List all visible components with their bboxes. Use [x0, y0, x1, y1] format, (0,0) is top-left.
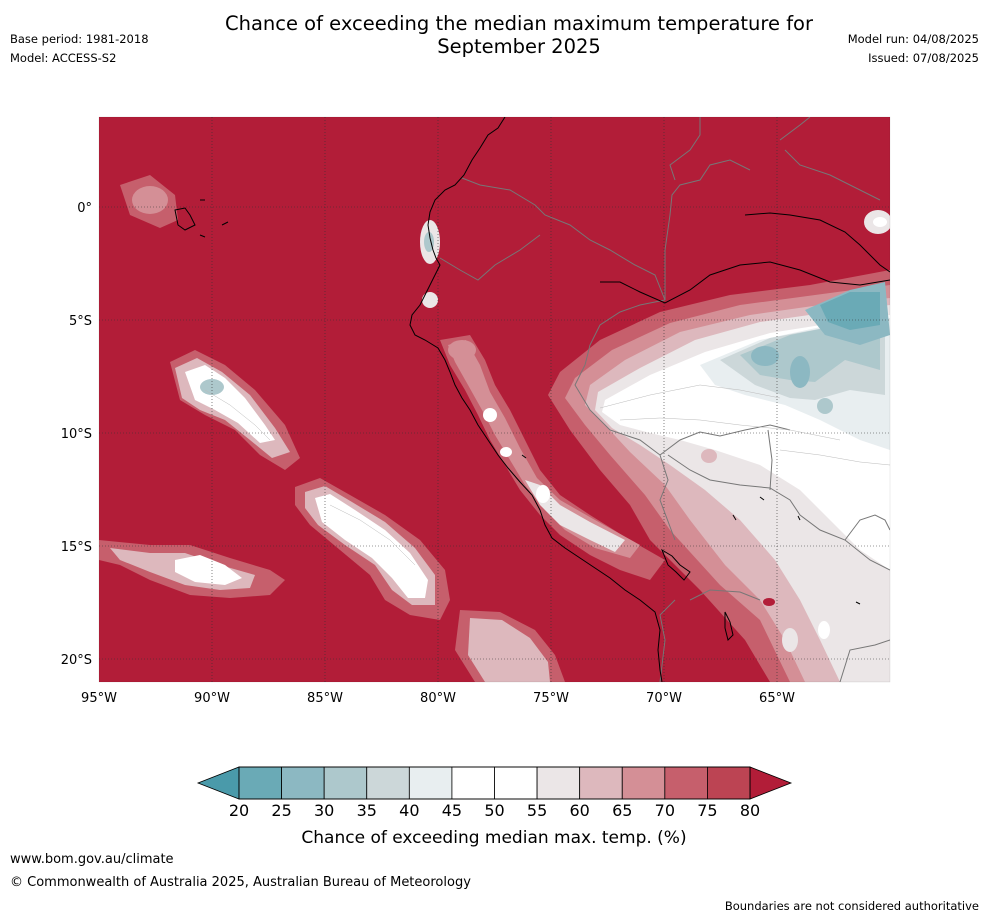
- longitude-tick-label: 70°W: [646, 691, 682, 706]
- colorbar: 20 25 30 35 40 45 50 55 60 65 70 75 80 Chance of exc…: [196, 766, 793, 848]
- colorbar-bin: [238, 766, 282, 800]
- colorbar-tick-label: 55: [527, 801, 547, 820]
- colorbar-bin: [579, 766, 623, 800]
- latitude-tick-label: 0°: [77, 201, 92, 216]
- longitude-tick-label: 95°W: [81, 691, 117, 706]
- colorbar-tick-label: 45: [442, 801, 462, 820]
- colorbar-tick-label: 35: [357, 801, 377, 820]
- longitude-tick-label: 90°W: [194, 691, 230, 706]
- colorbar-outline: [238, 766, 751, 800]
- colorbar-bin: [366, 766, 410, 800]
- longitude-tick-label: 80°W: [420, 691, 456, 706]
- colorbar-bin: [494, 766, 538, 800]
- colorbar-tick-label: 20: [229, 801, 249, 820]
- colorbar-extend-above: [749, 766, 793, 800]
- colorbar-tick-label: 80: [740, 801, 760, 820]
- contour-lines: [204, 384, 890, 566]
- model-text: Model: ACCESS-S2: [10, 51, 117, 65]
- latitude-tick-label: 10°S: [61, 427, 92, 442]
- longitude-labels: 95°W 90°W 85°W 80°W 75°W 70°W 65°W: [81, 691, 795, 706]
- base-period-text: Base period: 1981-2018: [10, 32, 149, 46]
- country-boundaries: [439, 117, 890, 682]
- issued-text: Issued: 07/08/2025: [868, 51, 979, 65]
- colorbar-tick-label: 75: [697, 801, 717, 820]
- longitude-tick-label: 75°W: [533, 691, 569, 706]
- colorbar-tick-label: 50: [484, 801, 504, 820]
- map-area: [99, 117, 890, 682]
- colorbar-bin: [536, 766, 581, 800]
- footer-disclaimer: Boundaries are not considered authoritat…: [724, 899, 979, 913]
- colorbar-tick-label: 70: [655, 801, 675, 820]
- latitude-tick-label: 15°S: [61, 540, 92, 555]
- colorbar-bin: [281, 766, 325, 800]
- model-run-text: Model run: 04/08/2025: [847, 32, 979, 46]
- latitude-labels: 0° 5°S 10°S 15°S 20°S: [61, 201, 92, 668]
- colorbar-bin: [451, 766, 495, 800]
- colorbar-tick-label: 30: [314, 801, 334, 820]
- colorbar-extend-below: [196, 766, 240, 800]
- coastal-anomaly-strip: [420, 220, 665, 580]
- colorbar-bin: [323, 766, 368, 800]
- title-line-2: September 2025: [437, 35, 601, 58]
- colorbar-bin: [707, 766, 751, 800]
- colorbar-bin: [664, 766, 708, 800]
- colorbar-bins: [238, 766, 751, 800]
- latitude-tick-label: 5°S: [69, 314, 92, 329]
- map-frame: [98, 116, 891, 683]
- page-title: Chance of exceeding the median maximum t…: [169, 12, 869, 58]
- colorbar-tick-label: 40: [399, 801, 419, 820]
- longitude-tick-label: 85°W: [307, 691, 343, 706]
- latitude-tick-label: 20°S: [61, 653, 92, 668]
- graticule: [99, 117, 890, 682]
- longitude-tick-label: 65°W: [759, 691, 795, 706]
- eastern-anomaly-field: [548, 210, 890, 682]
- colorbar-label: Chance of exceeding median max. temp. (%…: [301, 828, 686, 848]
- title-line-1: Chance of exceeding the median maximum t…: [224, 12, 814, 35]
- footer-url[interactable]: www.bom.gov.au/climate: [10, 852, 174, 867]
- colorbar-bin: [408, 766, 453, 800]
- coastlines: [174, 117, 890, 682]
- meta-left: Base period: 1981-2018 Model: ACCESS-S2: [10, 30, 149, 68]
- colorbar-tick-label: 60: [569, 801, 589, 820]
- colorbar-ticks: 20 25 30 35 40 45 50 55 60 65 70 75 80: [229, 801, 760, 820]
- colorbar-bin: [621, 766, 666, 800]
- footer-copyright: © Commonwealth of Australia 2025, Austra…: [10, 875, 471, 890]
- colorbar-tick-label: 25: [271, 801, 291, 820]
- meta-right: Model run: 04/08/2025 Issued: 07/08/2025: [848, 30, 979, 68]
- colorbar-tick-label: 65: [612, 801, 632, 820]
